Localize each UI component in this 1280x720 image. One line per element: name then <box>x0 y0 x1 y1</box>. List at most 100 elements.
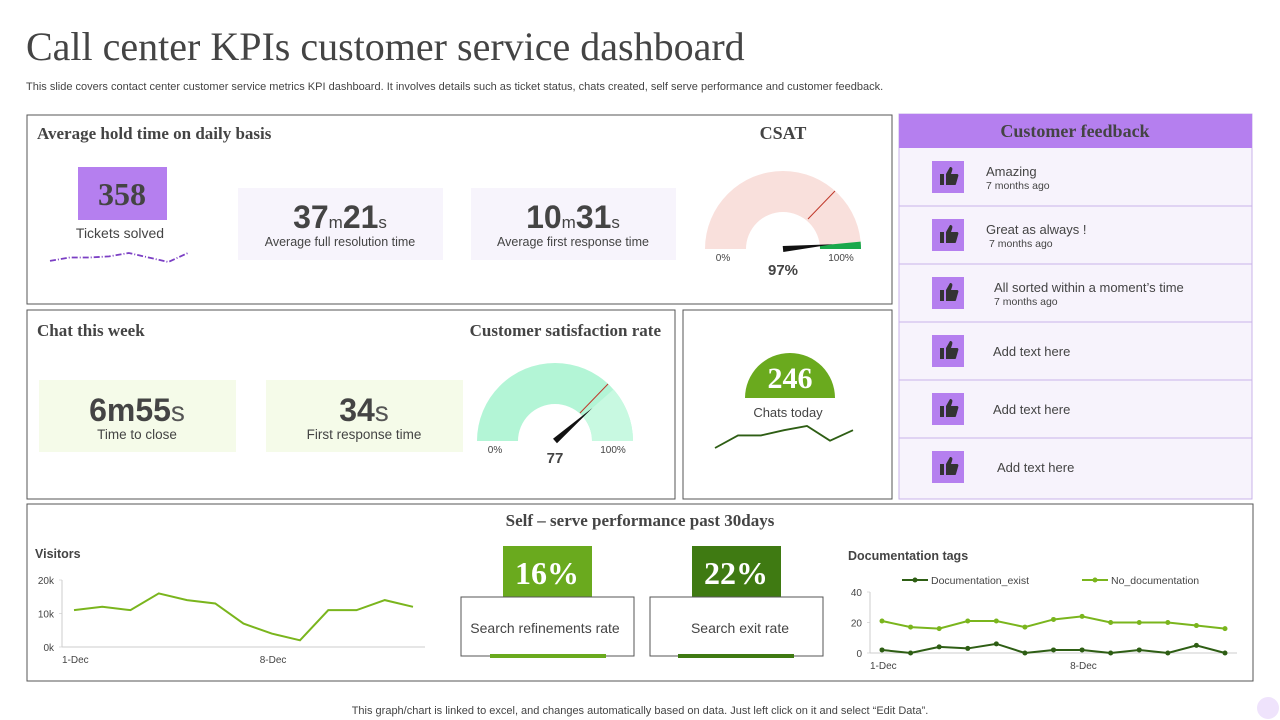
point <box>1108 620 1114 625</box>
docs-title: Documentation tags <box>848 549 968 563</box>
visitors-title: Visitors <box>35 547 81 561</box>
feedback-time: 7 months ago <box>994 296 1058 308</box>
seconds: 31 <box>576 199 612 235</box>
first-time: 34s <box>339 392 389 428</box>
point <box>1022 624 1028 630</box>
chat-title: Chat this week <box>37 321 145 340</box>
feedback-text: All sorted within a moment’s time <box>994 280 1184 295</box>
point <box>1079 647 1085 653</box>
close-label: Time to close <box>97 427 177 442</box>
point <box>1165 620 1171 625</box>
feedback-text: Add text here <box>993 402 1070 417</box>
gauge-min: 0% <box>716 253 731 264</box>
resolution-label: Average full resolution time <box>265 235 416 249</box>
tickets-value: 358 <box>98 176 146 212</box>
first-label: First response time <box>307 427 422 442</box>
subtitle: This slide covers contact center custome… <box>26 81 883 93</box>
unit: s <box>611 213 620 232</box>
point <box>1051 616 1056 622</box>
gauge-band <box>582 389 633 441</box>
gauge-track <box>705 171 861 249</box>
x-tick-label: 8-Dec <box>1070 661 1097 672</box>
point <box>965 645 971 651</box>
thumb-glyph <box>940 225 959 243</box>
point <box>1193 642 1199 648</box>
tickets-label: Tickets solved <box>76 225 164 241</box>
point <box>879 647 885 653</box>
chats-value: 246 <box>768 362 813 395</box>
chats-dome <box>745 353 835 398</box>
thumb-glyph <box>940 167 959 185</box>
feedback-time: 7 months ago <box>986 180 1050 192</box>
response-label: Average first response time <box>497 235 649 249</box>
point <box>1108 650 1114 656</box>
self-serve-title: Self – serve performance past 30days <box>506 511 775 530</box>
feedback-time: 7 months ago <box>989 238 1053 250</box>
unit: m <box>329 213 343 232</box>
point <box>965 618 971 624</box>
point <box>1136 647 1142 653</box>
response-box <box>471 188 676 260</box>
resolution-time: 37m21s <box>293 199 387 235</box>
gauge-value: 97% <box>768 262 798 279</box>
title: Call center KPIs customer service dashbo… <box>26 24 745 69</box>
feedback-text: Add text here <box>993 344 1070 359</box>
refinements-label: Search refinements rate <box>470 620 620 636</box>
point <box>1193 623 1199 629</box>
refinements-value: 16% <box>515 555 579 591</box>
corner-dot <box>1257 697 1279 719</box>
unit: s <box>378 213 387 232</box>
feedback-text: Add text here <box>997 460 1074 475</box>
thumb-glyph <box>940 283 959 301</box>
gauge-min: 0% <box>488 445 503 456</box>
self-serve-panel <box>26 503 1254 682</box>
x-tick-label: 8-Dec <box>260 655 287 666</box>
sparkline <box>49 252 189 263</box>
point <box>993 641 999 647</box>
value: 34 <box>339 392 375 428</box>
thumb-glyph <box>940 341 959 359</box>
legend-label: No_documentation <box>1111 575 1199 587</box>
point <box>1136 620 1142 625</box>
x-tick-label: 1-Dec <box>870 661 897 672</box>
unit: s <box>375 396 389 427</box>
first-box <box>266 380 463 452</box>
feedback-text: Great as always ! <box>986 222 1086 237</box>
gauge-needle <box>553 407 593 444</box>
line <box>73 592 414 642</box>
y-tick-label: 40 <box>851 588 863 599</box>
point <box>936 644 942 650</box>
gauge-max: 100% <box>600 445 626 456</box>
minutes: 37 <box>293 199 329 235</box>
resolution-box <box>238 188 443 260</box>
exit-box <box>649 596 824 657</box>
y-tick-label: 20 <box>851 619 863 630</box>
chats-label: Chats today <box>753 405 823 420</box>
unit: m <box>562 213 576 232</box>
value: 6m55 <box>89 392 171 428</box>
x-tick-label: 1-Dec <box>62 655 89 666</box>
point <box>936 626 942 632</box>
csat-title: CSAT <box>760 123 807 143</box>
point <box>1051 647 1056 653</box>
footer: This graph/chart is linked to excel, and… <box>352 705 929 717</box>
accent-bar <box>678 654 794 658</box>
thumb-glyph <box>940 399 959 417</box>
gauge-needle <box>782 244 833 252</box>
y-tick-label: 0k <box>43 643 55 654</box>
y-tick-label: 20k <box>38 576 55 587</box>
point <box>1022 650 1028 656</box>
point <box>993 618 999 624</box>
gauge-value: 77 <box>547 450 564 467</box>
feedback-title: Customer feedback <box>1000 121 1149 141</box>
exit-label: Search exit rate <box>691 620 789 636</box>
legend-dot <box>912 577 918 583</box>
feedback-header <box>899 114 1252 148</box>
exit-badge <box>692 546 781 598</box>
legend-dot <box>1092 577 1098 583</box>
point <box>1222 626 1228 632</box>
refinements-badge <box>503 546 592 598</box>
point <box>1079 613 1085 619</box>
close-box <box>39 380 236 452</box>
